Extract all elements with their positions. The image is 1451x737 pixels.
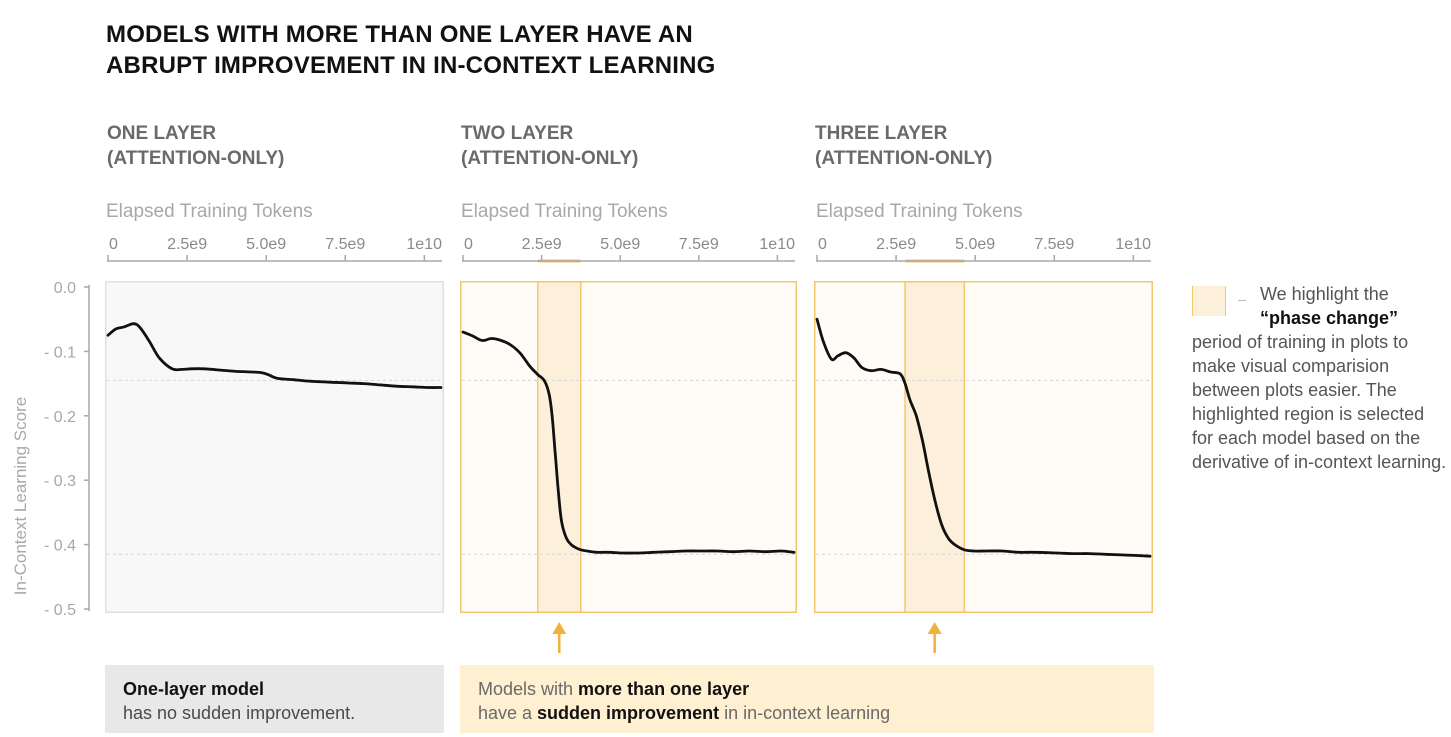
y-tick-label-5: - 0.5 (44, 602, 76, 619)
main-title-line2: ABRUPT IMPROVEMENT IN IN-CONTEXT LEARNIN… (106, 52, 716, 79)
series-line-three-0 (815, 317, 1152, 558)
x-axis-label-one: Elapsed Training Tokens (106, 201, 313, 222)
y-tick-label-0: 0.0 (54, 280, 76, 297)
x-tick-label-two-0: 0 (464, 236, 473, 253)
y-tick-label-3: - 0.3 (44, 473, 76, 490)
plot-area-one (105, 281, 444, 613)
legend-text-phase-change: “phase change” (1260, 308, 1399, 328)
note-multi-bold2: sudden improvement (537, 703, 720, 723)
main-title-line1: MODELS WITH MORE THAN ONE LAYER HAVE AN (106, 21, 693, 48)
y-tick-label-2: - 0.2 (44, 409, 76, 426)
series-line-one-0 (106, 322, 443, 389)
note-one-bold: One-layer model (123, 679, 265, 699)
phase-change-band-three (905, 282, 965, 612)
x-tick-label-three-1: 2.5e9 (876, 236, 916, 253)
note-multi-post2: in in-context learning (719, 703, 891, 723)
y-tick-label-1: - 0.1 (44, 344, 76, 361)
x-tick-label-one-4: 1e10 (406, 236, 442, 253)
panel-title-three-line2: (ATTENTION-ONLY) (815, 148, 993, 169)
y-tick-label-4: - 0.4 (44, 538, 76, 555)
x-tick-label-one-0: 0 (109, 236, 118, 253)
panel-title-one: ONE LAYER (ATTENTION-ONLY) (107, 121, 284, 171)
note-one-rest: has no sudden improvement. (123, 703, 356, 723)
legend-text-rest: period of training in plots to make visu… (1192, 332, 1447, 472)
series-line-two-0 (461, 330, 796, 555)
x-tick-label-two-3: 7.5e9 (679, 236, 719, 253)
arrow-up-icon-three (927, 622, 942, 634)
x-tick-label-three-3: 7.5e9 (1034, 236, 1074, 253)
x-tick-label-three-0: 0 (818, 236, 827, 253)
note-multi-pre1: Models with (478, 679, 579, 699)
panel-title-one-line2: (ATTENTION-ONLY) (107, 148, 285, 169)
panel-title-three-line1: THREE LAYER (815, 123, 948, 144)
legend-highlight-swatch (1192, 286, 1226, 316)
note-multi-bold1: more than one layer (578, 679, 750, 699)
note-multi-pre2: have a (478, 703, 538, 723)
panel-title-two: TWO LAYER (ATTENTION-ONLY) (461, 121, 638, 171)
x-tick-label-two-1: 2.5e9 (522, 236, 562, 253)
x-tick-label-two-2: 5.0e9 (600, 236, 640, 253)
main-title: MODELS WITH MORE THAN ONE LAYER HAVE AN … (106, 19, 716, 81)
legend-text-line1: We highlight the (1260, 284, 1389, 304)
panel-title-one-line1: ONE LAYER (107, 123, 217, 144)
panel-title-two-line1: TWO LAYER (461, 123, 574, 144)
x-axis-label-two: Elapsed Training Tokens (461, 201, 668, 222)
plot-area-two (460, 281, 797, 613)
x-axis-label-three: Elapsed Training Tokens (816, 201, 1023, 222)
panel-title-two-line2: (ATTENTION-ONLY) (461, 148, 639, 169)
panel-title-three: THREE LAYER (ATTENTION-ONLY) (815, 121, 992, 171)
plot-area-three (814, 281, 1153, 613)
x-tick-label-one-3: 7.5e9 (325, 236, 365, 253)
x-tick-label-two-4: 1e10 (759, 236, 795, 253)
x-tick-label-three-4: 1e10 (1115, 236, 1151, 253)
legend-dash (1238, 300, 1246, 301)
x-tick-label-one-1: 2.5e9 (167, 236, 207, 253)
phase-change-band-two (537, 282, 581, 612)
note-multi-layer: Models with more than one layer have a s… (460, 665, 1154, 733)
x-tick-label-one-2: 5.0e9 (246, 236, 286, 253)
arrow-up-icon-two (552, 622, 567, 634)
note-one-layer: One-layer model has no sudden improvemen… (105, 665, 444, 733)
x-tick-label-three-2: 5.0e9 (955, 236, 995, 253)
